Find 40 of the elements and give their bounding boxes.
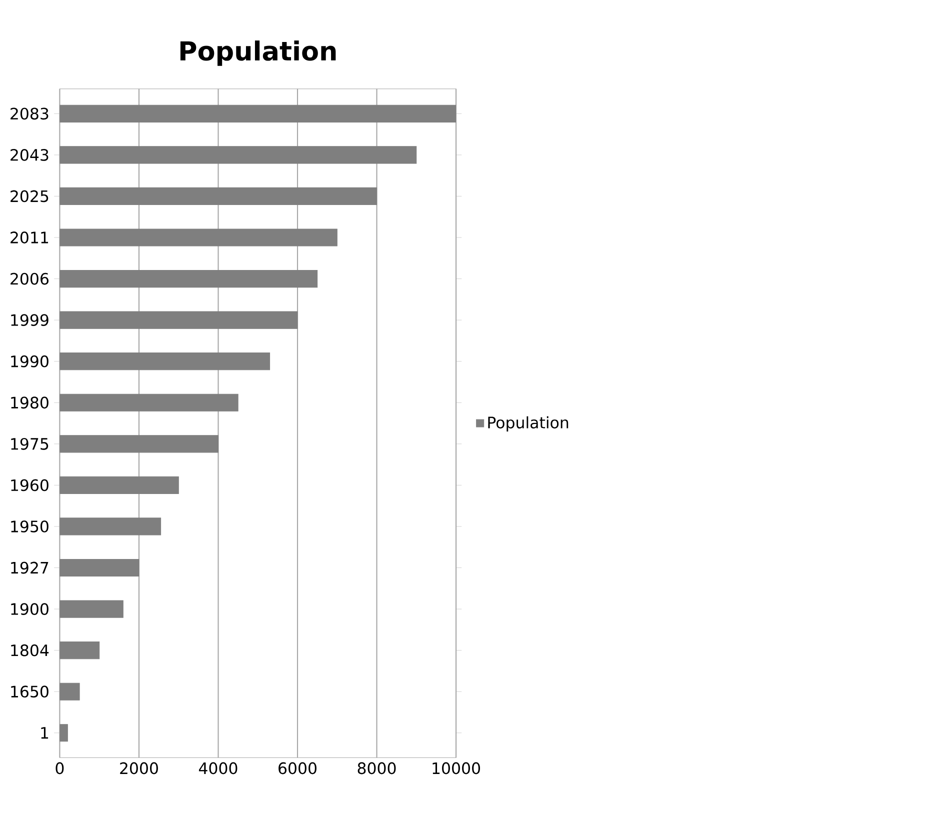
bar: [60, 724, 68, 742]
y-tick-label: 2083: [10, 108, 48, 120]
y-tick-label: 1804: [11, 644, 49, 656]
y-tick-label: 1: [41, 727, 48, 739]
x-tick-label: 2000: [120, 762, 158, 774]
x-tick-label: 4000: [198, 762, 238, 774]
chart-title: Population: [180, 40, 336, 66]
y-tick-label: 2043: [10, 149, 48, 162]
bar: [60, 642, 100, 660]
bar: [60, 435, 219, 453]
legend-label: Population: [488, 416, 568, 432]
bar: [60, 476, 179, 494]
bar: [60, 352, 270, 370]
bar: [60, 394, 238, 412]
y-tick-label: 2025: [10, 190, 48, 202]
bar: [60, 228, 338, 246]
bar: [60, 600, 124, 618]
y-tick-label: 1999: [11, 314, 48, 326]
x-tick-label: 10000: [432, 762, 480, 774]
y-tick-label: 1990: [11, 356, 48, 368]
x-tick-label: 6000: [278, 762, 316, 774]
y-tick-label: 2011: [10, 232, 48, 244]
bar: [60, 146, 417, 164]
bar: [60, 270, 318, 288]
bar: [60, 682, 80, 701]
bar: [60, 188, 378, 206]
y-tick-label: 1900: [11, 603, 48, 616]
bar: [60, 518, 162, 536]
bar: [60, 311, 298, 330]
y-tick-label: 1975: [11, 438, 48, 450]
bar: [60, 105, 456, 123]
y-tick-label: 1927: [11, 562, 48, 574]
x-tick-label: 0: [56, 762, 64, 774]
y-tick-label: 1980: [11, 396, 48, 409]
bar: [60, 559, 140, 577]
y-tick-label: 1650: [11, 686, 48, 698]
y-tick-label: 1950: [11, 520, 48, 533]
y-tick-label: 2006: [10, 273, 48, 285]
x-tick-label: 8000: [358, 762, 396, 774]
y-tick-label: 1960: [11, 479, 48, 492]
